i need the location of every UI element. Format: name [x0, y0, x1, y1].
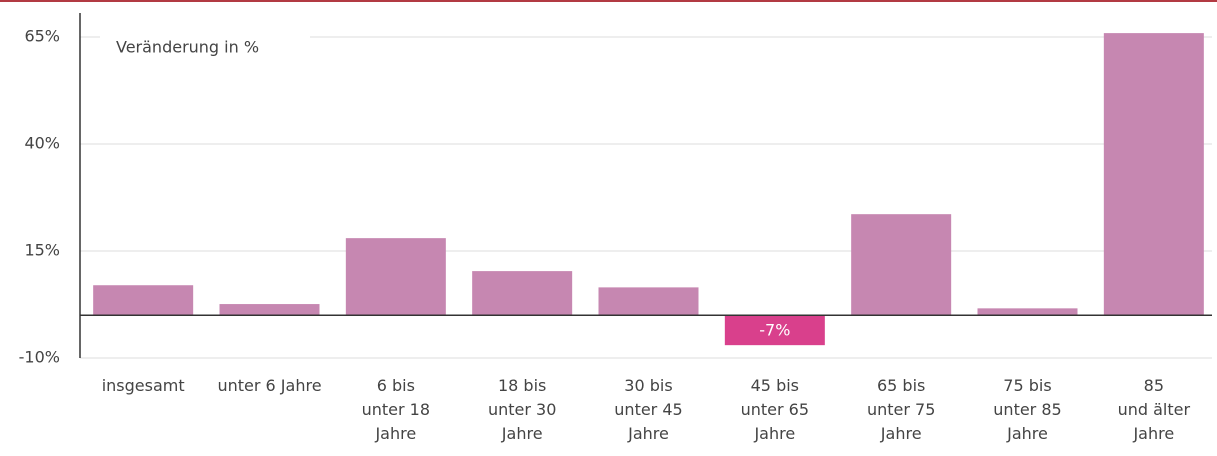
x-tick-label: 18 bis unter 30 Jahre [488, 376, 556, 443]
x-tick-label: 45 bis unter 65 Jahre [741, 376, 809, 443]
y-tick-label: 15% [24, 240, 60, 259]
x-tick-label: 65 bis unter 75 Jahre [867, 376, 935, 443]
bar [1103, 33, 1204, 316]
bar [598, 287, 699, 316]
x-tick-label: insgesamt [102, 376, 185, 395]
y-tick-label: 65% [24, 26, 60, 45]
bar [851, 214, 952, 316]
x-tick-label: 75 bis unter 85 Jahre [993, 376, 1061, 443]
bar [93, 285, 194, 316]
annotation: Veränderung in % [116, 38, 259, 57]
x-tick-label: unter 6 Jahre [217, 376, 321, 395]
bar [724, 315, 825, 346]
x-tick-label: 6 bis unter 18 Jahre [362, 376, 430, 443]
y-tick-label: 40% [24, 133, 60, 152]
x-tick-label: 85 und älter Jahre [1118, 376, 1191, 443]
value-label: -7% [759, 321, 790, 340]
x-tick-label: 30 bis unter 45 Jahre [614, 376, 682, 443]
bar [472, 271, 573, 316]
y-tick-label: -10% [19, 348, 60, 367]
bar [345, 238, 446, 316]
annotation-bg [100, 30, 310, 66]
top-rule [0, 0, 1217, 2]
bar [219, 304, 320, 316]
bar [977, 308, 1078, 316]
